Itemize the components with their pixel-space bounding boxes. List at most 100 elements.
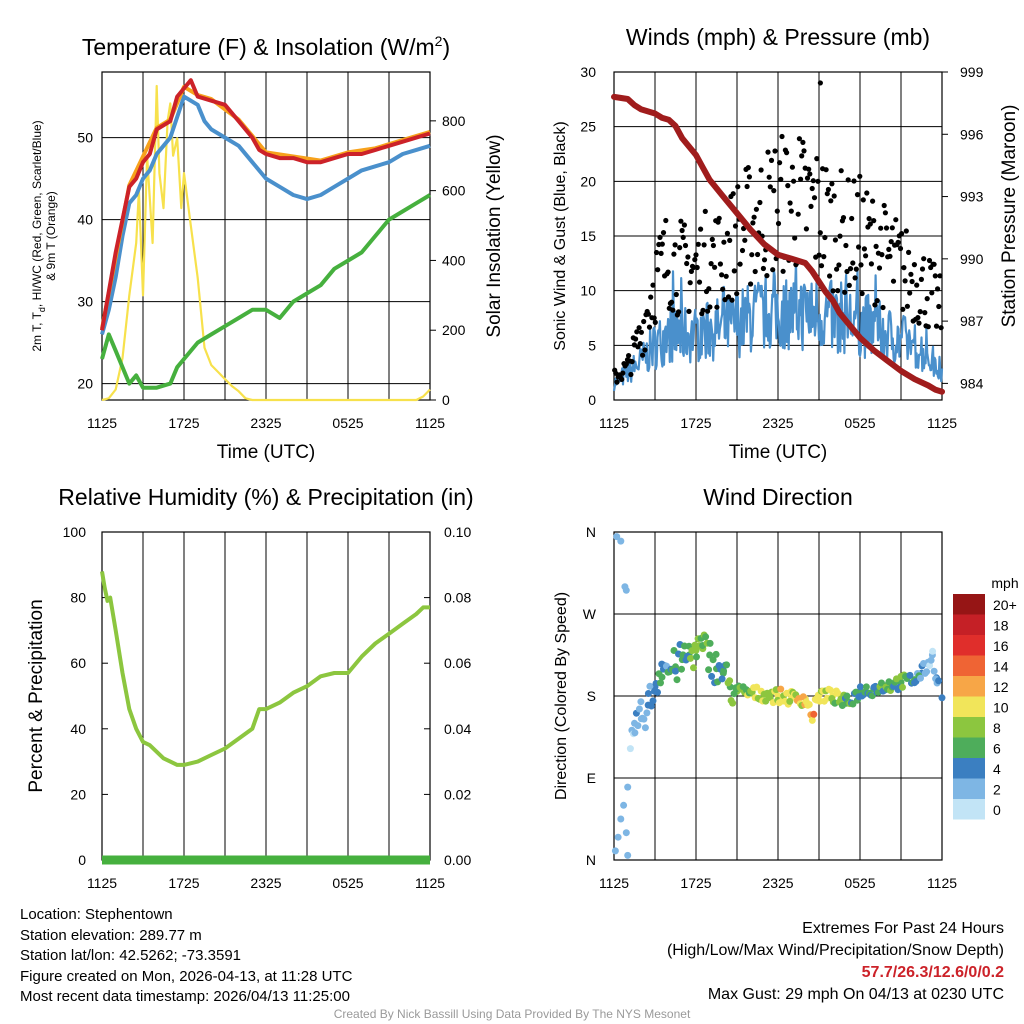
series-line-station-pressure (611, 93, 945, 395)
gust-point (854, 192, 861, 198)
gust-point (709, 236, 715, 242)
y-tick-label-right: 984 (960, 375, 984, 391)
station-info: Location: Stephentown Station elevation:… (20, 905, 352, 1008)
x-tick-label: 2325 (250, 875, 281, 891)
gust-point (766, 174, 772, 180)
gust-point (771, 188, 777, 194)
gust-point (768, 157, 775, 163)
gust-point (719, 272, 725, 278)
gust-point (784, 150, 790, 156)
gust-point (831, 193, 837, 199)
direction-point (646, 682, 654, 690)
y-axis-label-left-b: , HI/WC (Red, Green, Scarlet/Blue) (30, 120, 44, 307)
direction-point (730, 690, 738, 698)
direction-point (917, 674, 924, 682)
direction-point (726, 677, 734, 685)
chart-title-main: Temperature (F) & Insolation (W/m (82, 34, 435, 60)
gust-point (843, 242, 849, 249)
y-tick-label-left: 60 (70, 655, 86, 671)
gust-point (620, 370, 626, 376)
x-axis-label: Time (UTC) (729, 442, 828, 463)
extremes-values: 57.7/26.3/12.6/0/0.2 (861, 964, 1004, 981)
direction-point (688, 647, 696, 655)
gust-point (796, 136, 803, 142)
gust-point (890, 278, 897, 284)
legend-swatch (953, 778, 985, 799)
legend-label: 16 (993, 638, 1009, 654)
y-tick-label-left: 100 (63, 524, 87, 540)
gust-point (652, 319, 658, 325)
direction-point (614, 833, 622, 841)
gust-point (757, 199, 763, 206)
gust-point (658, 250, 664, 256)
legend-swatch (953, 758, 985, 779)
gust-point (688, 268, 695, 274)
gust-point (640, 352, 646, 358)
y-tick-label-right: 600 (442, 183, 466, 199)
direction-point (753, 683, 761, 691)
y-tick-label-left: 0 (588, 392, 596, 408)
direction-point (805, 701, 813, 708)
gust-point (909, 278, 915, 285)
temperature-panel: 1125 1725 2325 0525 1125 20 30 40 50 0 200 400 600 80… (30, 33, 505, 463)
legend-swatch (953, 737, 985, 758)
y-tick-label-left: 50 (77, 130, 93, 146)
legend-label: 4 (993, 761, 1001, 777)
gust-point (870, 198, 876, 204)
gust-point (903, 228, 909, 234)
series-line-solar-insolation (101, 84, 431, 402)
gust-point (626, 353, 632, 359)
gust-point (787, 200, 793, 206)
gust-point (842, 289, 848, 295)
gust-point (636, 325, 642, 331)
x-tick-label: 1125 (87, 875, 117, 891)
gust-point (921, 256, 927, 262)
gust-point (864, 190, 870, 196)
gust-point (857, 173, 863, 179)
gust-point (861, 246, 868, 252)
direction-point (709, 656, 717, 664)
gust-point (929, 290, 935, 296)
y-tick-label-left: 80 (70, 590, 86, 606)
legend-swatch (953, 594, 985, 615)
gust-point (623, 361, 629, 367)
gust-point (708, 261, 714, 267)
direction-point (899, 683, 906, 691)
y-tick-label-left: 40 (70, 721, 86, 737)
gust-point (634, 329, 640, 335)
gust-point (770, 267, 776, 273)
y-tick-label-right: 0.08 (444, 590, 471, 606)
direction-point (799, 693, 807, 701)
x-tick-label: 0525 (844, 875, 875, 891)
direction-point (838, 702, 846, 709)
gust-point (889, 225, 895, 231)
gust-point (655, 267, 661, 273)
gust-point (814, 156, 820, 162)
gust-point (926, 257, 933, 264)
gust-point (696, 279, 703, 285)
gust-point (659, 241, 665, 247)
gust-point (868, 261, 875, 267)
gust-point (758, 167, 764, 173)
legend-label: 14 (993, 659, 1009, 675)
gust-point (917, 309, 923, 315)
direction-point (720, 667, 728, 675)
gust-point (888, 239, 894, 245)
gust-point (692, 257, 698, 263)
y-axis-label-left-line2: & 9m T (Orange) (44, 191, 58, 281)
gust-point (824, 191, 830, 197)
series-line-td (100, 193, 432, 390)
legend-swatch (953, 696, 985, 717)
max-gust-point (817, 80, 823, 86)
x-tick-label: 0525 (332, 875, 363, 891)
gust-point (729, 297, 735, 303)
y-tick-label: N (586, 852, 596, 868)
gust-point (792, 235, 798, 241)
gust-point (750, 220, 756, 226)
gust-point (778, 176, 784, 182)
gust-point (818, 263, 825, 269)
y-axis-label: Percent & Precipitation (26, 599, 47, 792)
y-tick-label-left: 15 (580, 228, 596, 244)
gust-point (897, 245, 904, 252)
gust-point (936, 303, 942, 310)
